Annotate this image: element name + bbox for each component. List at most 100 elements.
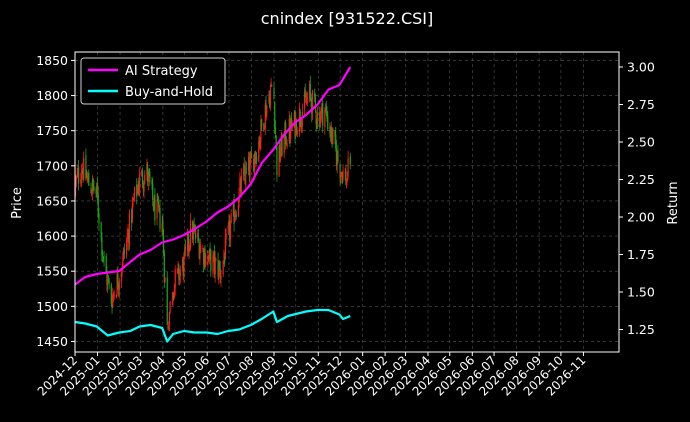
- candle-body: [243, 164, 245, 177]
- candle-body: [213, 250, 216, 271]
- candle-body: [187, 233, 189, 249]
- candle-body: [168, 327, 170, 330]
- candle-body: [275, 135, 277, 144]
- legend-label-ai-strategy: AI Strategy: [125, 64, 198, 79]
- candle-body: [204, 248, 206, 267]
- candle-body: [103, 257, 105, 259]
- candle-body: [280, 136, 282, 155]
- candle-body: [197, 233, 199, 237]
- candle-body: [90, 188, 92, 194]
- candle-body: [131, 203, 133, 220]
- candle-body: [255, 154, 257, 162]
- candle-body: [293, 112, 295, 127]
- candle-body: [102, 255, 104, 260]
- candle-body: [117, 284, 120, 289]
- candle-body: [340, 171, 343, 173]
- candle-body: [330, 132, 332, 137]
- candle-body: [344, 172, 346, 174]
- candle-body: [116, 273, 118, 294]
- candle-body: [296, 130, 298, 135]
- candle-body: [258, 140, 261, 145]
- candle-body: [78, 167, 80, 184]
- candle-body: [212, 255, 214, 274]
- candle-body: [334, 130, 336, 137]
- candle-body: [224, 256, 226, 263]
- candle-body: [240, 175, 242, 196]
- candle-body: [182, 259, 184, 276]
- candle-body: [91, 193, 93, 195]
- candle-body: [255, 156, 258, 163]
- candle-body: [245, 168, 248, 169]
- candle-body: [249, 158, 251, 177]
- candle-body: [346, 179, 348, 181]
- candle-body: [322, 102, 324, 126]
- candle-body: [166, 277, 168, 325]
- candle-body: [205, 261, 207, 265]
- candle-body: [197, 236, 200, 241]
- y-tick-label-right: 2.75: [627, 97, 655, 112]
- candle-body: [132, 200, 134, 202]
- candle-body: [253, 153, 255, 174]
- candle-body: [177, 263, 179, 267]
- candle-body: [301, 111, 303, 127]
- candle-body: [305, 98, 307, 103]
- candle-body: [325, 105, 327, 112]
- candle-body: [118, 282, 120, 291]
- candle-body: [194, 232, 197, 240]
- candle-body: [269, 97, 271, 107]
- candle-body: [136, 187, 139, 194]
- candle-body: [189, 221, 192, 248]
- candle-body: [96, 182, 98, 193]
- candle-body: [232, 202, 234, 213]
- candle-body: [208, 257, 210, 260]
- candle-body: [332, 129, 334, 145]
- candle-body: [327, 115, 329, 130]
- candle-body: [315, 111, 317, 124]
- candle-body: [152, 184, 154, 201]
- candle-body: [171, 298, 173, 300]
- candle-body: [87, 176, 89, 180]
- candle-body: [337, 150, 339, 162]
- candle-body: [235, 214, 237, 217]
- candle-body: [335, 147, 338, 166]
- candle-body: [260, 119, 262, 142]
- candle-body: [245, 166, 247, 185]
- y-tick-label-left: 1450: [36, 334, 68, 349]
- candle-body: [76, 174, 78, 175]
- candle-body: [107, 279, 110, 281]
- y-tick-label-left: 1500: [36, 299, 68, 314]
- candle-body: [92, 178, 94, 186]
- candle-body: [320, 108, 322, 120]
- candle-body: [259, 139, 261, 147]
- candle-body: [202, 250, 205, 265]
- line-ai-strategy: [74, 66, 352, 286]
- candle-body: [110, 284, 112, 304]
- candle-body: [268, 96, 270, 104]
- candle-body: [202, 248, 204, 250]
- candle-body: [238, 188, 240, 203]
- candle-body: [148, 170, 150, 176]
- candle-body: [156, 199, 158, 219]
- candle-body: [173, 284, 176, 298]
- candle-body: [181, 259, 184, 268]
- candle-body: [286, 143, 288, 147]
- y-tick-label-right: 2.00: [627, 210, 655, 225]
- candle-body: [234, 214, 237, 218]
- candle-body: [269, 89, 271, 106]
- candle-body: [207, 255, 209, 264]
- candle-body: [244, 179, 246, 184]
- candle-body: [86, 177, 88, 180]
- candle-body: [261, 119, 263, 127]
- y-tick-label-left: 1800: [36, 88, 68, 103]
- candle-body: [203, 250, 205, 262]
- candle-body: [131, 210, 133, 223]
- candle-body: [101, 235, 103, 255]
- candle-body: [324, 109, 326, 128]
- candle-body: [229, 221, 231, 239]
- candle-body: [158, 205, 160, 208]
- candle-body: [336, 151, 338, 166]
- candle-body: [222, 260, 224, 275]
- candle-body: [169, 301, 171, 313]
- candle-body: [162, 220, 164, 234]
- candle-body: [263, 125, 266, 128]
